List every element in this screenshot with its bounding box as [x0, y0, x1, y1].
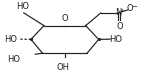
Text: HO: HO	[17, 2, 30, 11]
Text: N: N	[115, 8, 121, 17]
Text: O: O	[116, 22, 123, 31]
Text: O: O	[61, 14, 68, 23]
Text: HO: HO	[4, 35, 17, 44]
Text: −: −	[132, 4, 138, 10]
Text: OH: OH	[57, 63, 70, 72]
Text: O: O	[127, 4, 133, 13]
Text: +: +	[120, 8, 125, 13]
Text: HO: HO	[7, 55, 20, 64]
Text: HO: HO	[109, 35, 122, 44]
